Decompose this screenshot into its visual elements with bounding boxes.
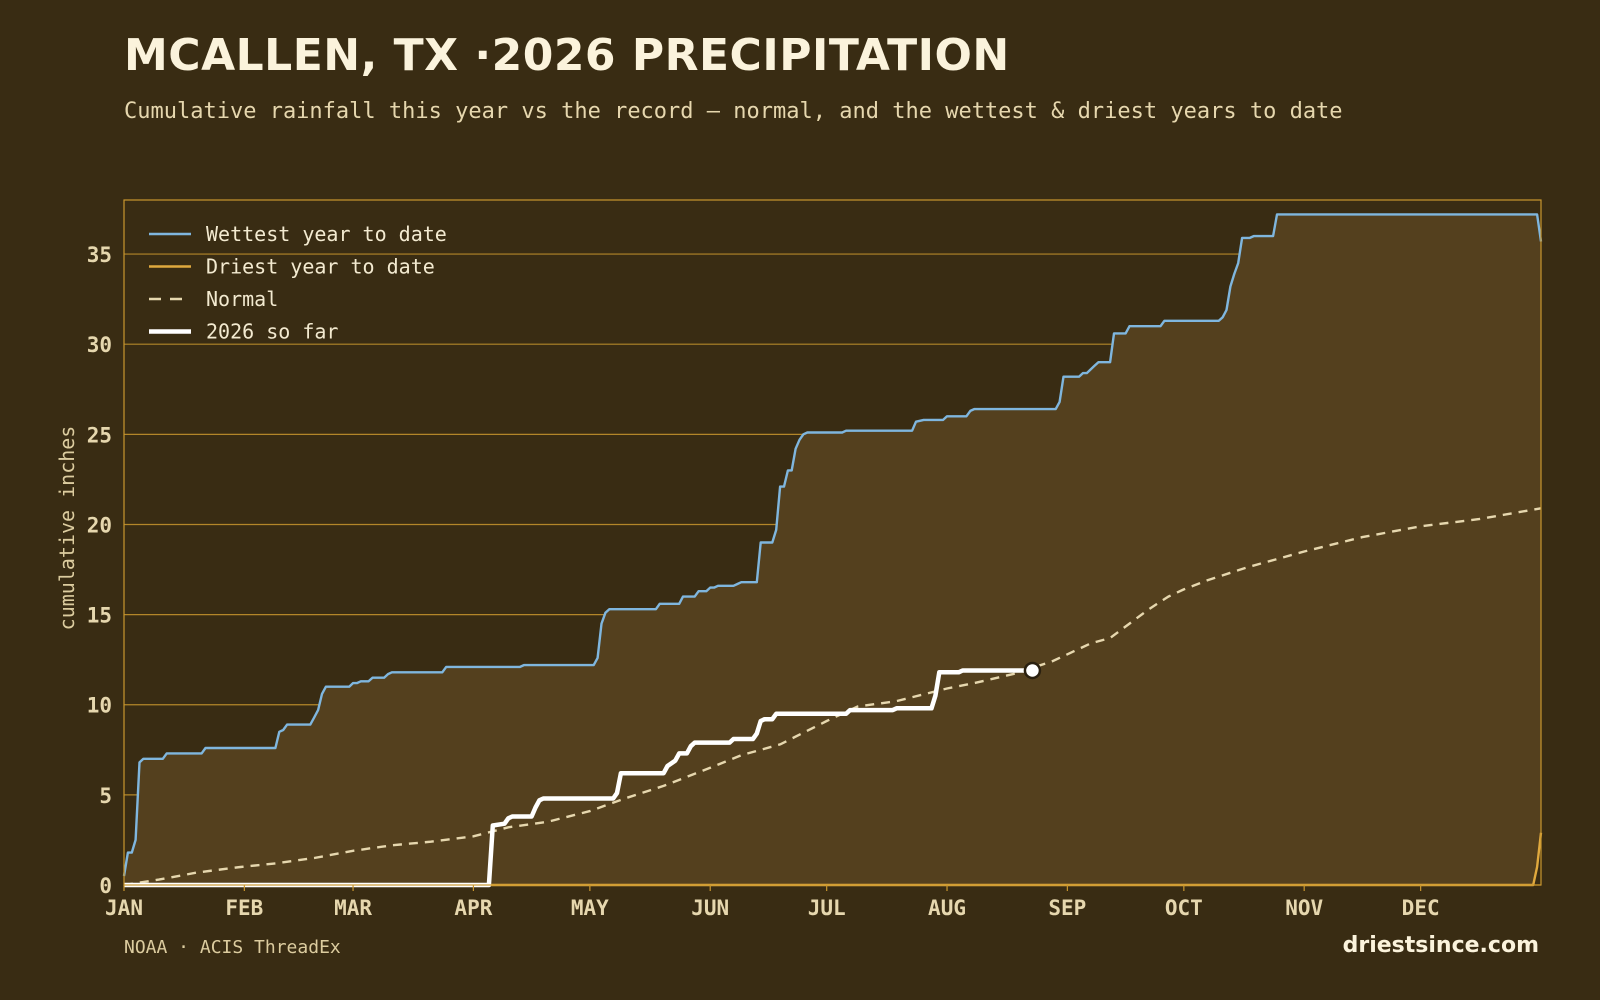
y-axis-label: cumulative inches — [55, 426, 79, 631]
y-tick-label: 25 — [87, 423, 112, 447]
x-tick-label: JUL — [808, 896, 846, 920]
legend-label-driest-year-to-date: Driest year to date — [206, 255, 435, 279]
y-tick-label: 30 — [87, 333, 112, 357]
plot-border — [123, 199, 1542, 886]
x-tick-label: NOV — [1285, 896, 1323, 920]
series-wettest-year-to-date-line — [122, 213, 1543, 877]
series-2026-so-far-line — [124, 668, 1033, 888]
y-tick-label: 10 — [87, 694, 112, 718]
brand-link[interactable]: driestsince.com — [1342, 933, 1539, 958]
series-lines — [122, 213, 1543, 888]
y-tick-label: 0 — [99, 874, 112, 898]
x-tick-label: OCT — [1165, 896, 1203, 920]
data-source: NOAA · ACIS ThreadEx — [124, 937, 341, 958]
legend-label-wettest-year-to-date: Wettest year to date — [206, 222, 447, 246]
x-tick-label: JAN — [105, 896, 143, 920]
x-axis-ticks: JAN FEB MAR APR MAY JUN JUL AUG SEP OCT NOV DEC — [105, 885, 1440, 920]
y-tick-label: 35 — [87, 243, 112, 267]
x-tick-label: MAY — [571, 896, 609, 920]
wettest-driest-band — [124, 214, 1541, 886]
x-tick-label: DEC — [1402, 896, 1440, 920]
record-range-fill — [124, 214, 1541, 886]
x-tick-label: JUN — [691, 896, 729, 920]
x-tick-label: FEB — [225, 896, 263, 920]
y-tick-label: 5 — [99, 784, 112, 808]
y-axis-ticks: 0 5 10 15 20 25 30 35 — [87, 243, 112, 898]
page-subtitle: Cumulative rainfall this year vs the rec… — [124, 99, 1343, 124]
legend: Wettest year to date Driest year to date N… — [149, 222, 447, 344]
current-value-marker — [1023, 661, 1042, 680]
x-tick-label: SEP — [1048, 896, 1086, 920]
page-title: MCALLEN, TX ·2026 PRECIPITATION — [124, 30, 1010, 81]
series-normal-line — [123, 507, 1542, 887]
legend-label-2026-so-far: 2026 so far — [206, 320, 338, 344]
x-tick-label: MAR — [334, 896, 372, 920]
plot-frame — [123, 199, 1542, 886]
x-tick-label: APR — [454, 896, 492, 920]
legend-label-normal: Normal — [206, 287, 278, 311]
y-tick-label: 15 — [87, 604, 112, 628]
x-tick-label: AUG — [928, 896, 966, 920]
y-tick-label: 20 — [87, 513, 112, 537]
